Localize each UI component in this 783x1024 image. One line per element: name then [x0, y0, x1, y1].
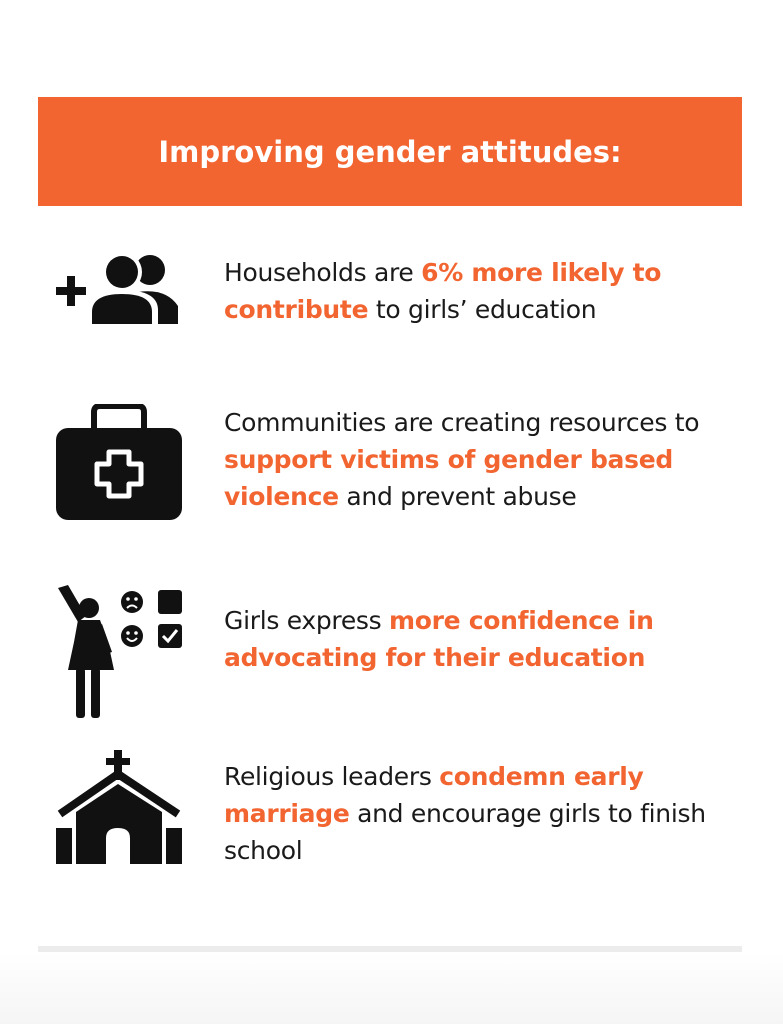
item-text: Religious leaders condemn early marriage…: [224, 758, 754, 869]
section-title: Improving gender attitudes:: [158, 134, 622, 169]
item-text-post: to girls’ education: [368, 295, 597, 324]
girl-raising-hand-icon: [58, 585, 182, 718]
item-text-highlight: more confidence in advocating for their …: [224, 606, 654, 672]
item-text-pre: Religious leaders: [224, 762, 440, 791]
divider: [38, 946, 742, 952]
item-text: Girls express more confidence in advocat…: [224, 602, 754, 676]
item-text-pre: Communities are creating resources to: [224, 408, 700, 437]
item-text-highlight: 6% more likely to contribute: [224, 258, 662, 324]
section-header: Improving gender attitudes:: [38, 97, 742, 206]
item-text-post: and prevent abuse: [338, 482, 577, 511]
item-text: Households are 6% more likely to contrib…: [224, 254, 754, 328]
add-people-icon: [56, 254, 178, 324]
first-aid-kit-icon: [56, 404, 182, 520]
item-text-pre: Girls express: [224, 606, 390, 635]
item-text: Communities are creating resources to su…: [224, 404, 754, 515]
page-footer-shade: [0, 952, 783, 1024]
item-text-post: and encourage girls to finish school: [224, 799, 706, 865]
church-icon: [56, 750, 182, 864]
item-text-pre: Households are: [224, 258, 422, 287]
item-text-highlight: support victims of gender based violence: [224, 445, 673, 511]
item-text-highlight: condemn early marriage: [224, 762, 644, 828]
